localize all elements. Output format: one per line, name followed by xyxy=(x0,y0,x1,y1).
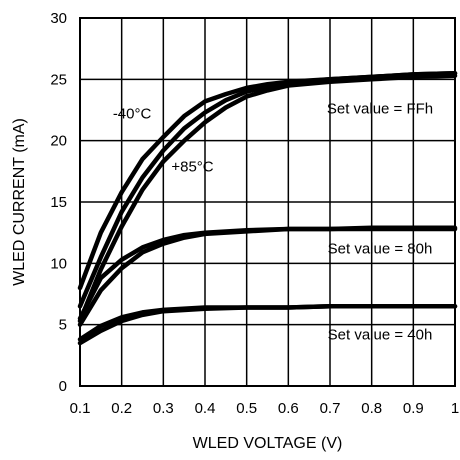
x-tick-label: 1 xyxy=(451,400,459,417)
annotations: -40°C +85°C Set value = FFh Set value = 80h… xyxy=(113,101,433,344)
series-line-40h-6 xyxy=(77,304,458,346)
series-line-ffh-2 xyxy=(77,73,458,324)
annotation-label: -40°C xyxy=(113,106,152,123)
series-lines xyxy=(77,70,458,346)
x-tick-label: 0.4 xyxy=(195,400,216,417)
x-tick-label: 0.7 xyxy=(320,400,341,417)
x-tick-label: 0.5 xyxy=(236,400,257,417)
plot-frame xyxy=(79,17,456,387)
series-line-ffh-1 xyxy=(77,70,458,309)
y-tick-label: 10 xyxy=(50,255,67,272)
y-tick-label: 25 xyxy=(50,71,67,88)
x-axis-label: WLED VOLTAGE (V) xyxy=(193,435,343,452)
x-tick-label: 0.2 xyxy=(111,400,132,417)
x-tick-label: 0.8 xyxy=(361,400,382,417)
annotation-label: Set value = FFh xyxy=(327,101,433,118)
y-tick-labels: 0 5 10 15 20 25 30 xyxy=(50,10,67,395)
x-tick-label: 0.3 xyxy=(153,400,174,417)
x-tick-label: 0.1 xyxy=(70,400,91,417)
y-axis-label: WLED CURRENT (mA) xyxy=(11,118,28,286)
x-tick-label: 0.9 xyxy=(403,400,424,417)
annotation-label: Set value = 40h xyxy=(328,326,433,343)
series-line-80h-4 xyxy=(77,226,458,327)
y-tick-label: 20 xyxy=(50,133,67,150)
x-tick-label: 0.6 xyxy=(278,400,299,417)
y-tick-label: 30 xyxy=(50,10,67,27)
y-tick-label: 0 xyxy=(59,378,67,395)
y-tick-label: 15 xyxy=(50,194,67,211)
y-tick-label: 5 xyxy=(59,317,67,334)
x-tick-labels: 0.1 0.2 0.3 0.4 0.5 0.6 0.7 0.8 0.9 1 xyxy=(70,400,460,417)
annotation-label: Set value = 80h xyxy=(328,241,433,258)
annotation-label: +85°C xyxy=(171,158,213,175)
